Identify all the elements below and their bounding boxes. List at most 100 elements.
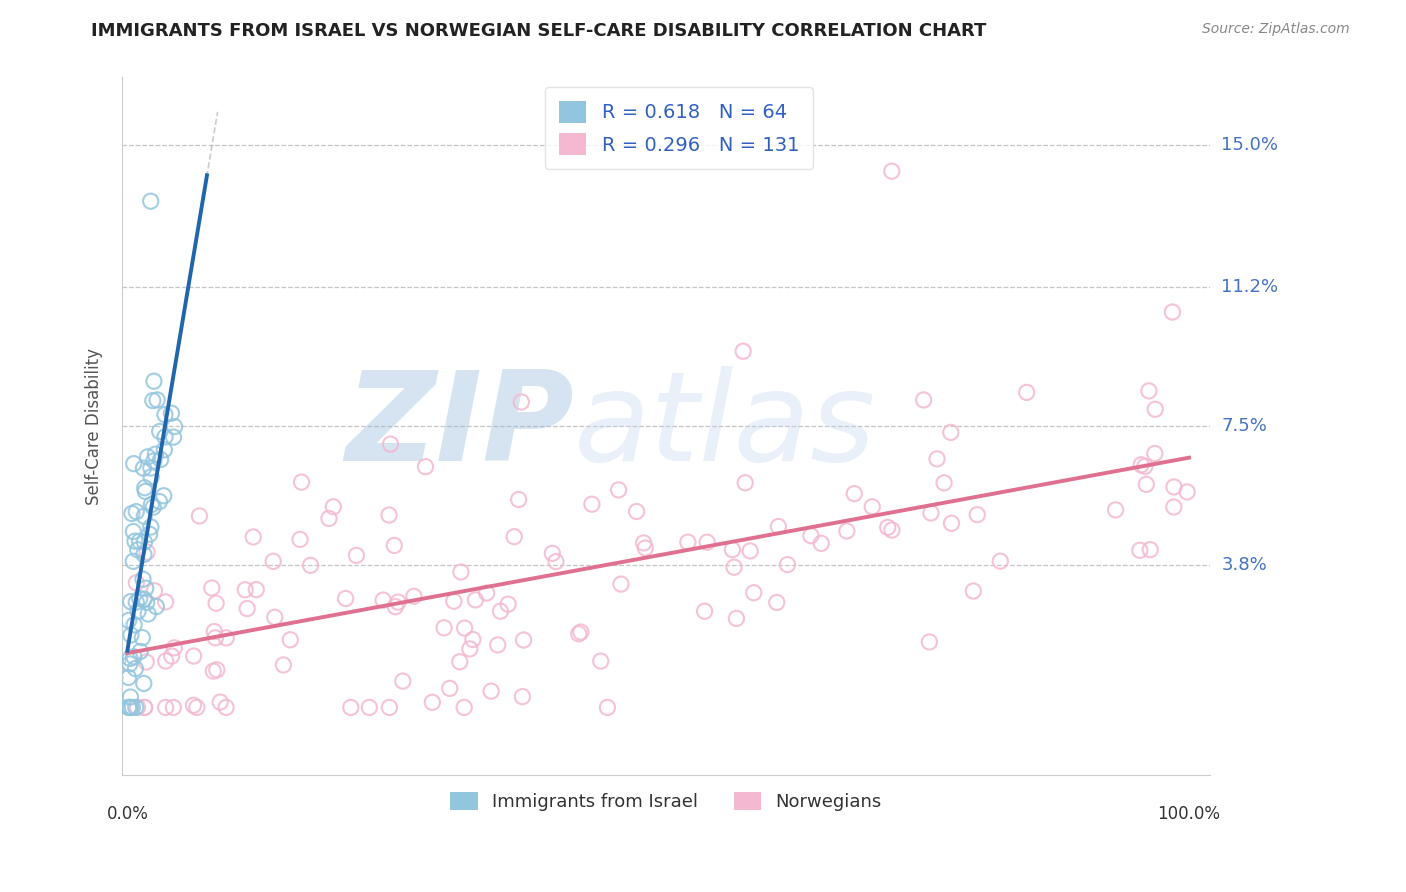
Point xyxy=(273,657,295,672)
Point xyxy=(464,593,486,607)
Point xyxy=(288,533,311,547)
Point xyxy=(155,595,177,609)
Point xyxy=(461,632,484,647)
Point xyxy=(139,520,162,534)
Point xyxy=(135,655,157,669)
Point xyxy=(146,392,169,407)
Point xyxy=(127,604,149,618)
Point xyxy=(186,700,208,714)
Point xyxy=(962,584,984,599)
Point xyxy=(359,700,381,714)
Point xyxy=(387,595,409,609)
Point xyxy=(725,611,748,625)
Text: 100.0%: 100.0% xyxy=(1157,805,1220,823)
Point xyxy=(236,601,259,615)
Point xyxy=(380,437,402,451)
Point xyxy=(201,581,224,595)
Point xyxy=(202,624,225,639)
Point xyxy=(124,662,146,676)
Point xyxy=(596,700,619,714)
Point xyxy=(143,583,166,598)
Y-axis label: Self-Care Disability: Self-Care Disability xyxy=(86,348,103,505)
Point xyxy=(633,536,655,550)
Point xyxy=(136,450,159,464)
Point xyxy=(204,631,226,645)
Point xyxy=(371,593,394,607)
Point xyxy=(117,670,139,684)
Point xyxy=(382,538,405,552)
Point xyxy=(278,632,301,647)
Point xyxy=(512,690,534,704)
Point xyxy=(209,695,232,709)
Point xyxy=(139,470,162,484)
Point xyxy=(340,700,363,714)
Point xyxy=(121,507,143,521)
Point xyxy=(245,582,267,597)
Point xyxy=(263,610,285,624)
Point xyxy=(479,684,502,698)
Point xyxy=(344,549,367,563)
Point xyxy=(118,700,141,714)
Point xyxy=(541,546,564,560)
Point xyxy=(299,558,322,573)
Point xyxy=(941,516,963,531)
Point xyxy=(581,497,603,511)
Point xyxy=(835,524,858,538)
Point xyxy=(125,595,148,609)
Point xyxy=(139,194,162,209)
Point xyxy=(378,700,401,714)
Point xyxy=(120,594,142,608)
Point xyxy=(589,654,612,668)
Point xyxy=(153,430,176,444)
Point xyxy=(122,524,145,539)
Point xyxy=(155,654,177,668)
Point xyxy=(925,451,948,466)
Point xyxy=(205,596,228,610)
Point xyxy=(142,374,165,388)
Point xyxy=(384,599,406,614)
Point xyxy=(453,700,475,714)
Point xyxy=(723,560,745,574)
Point xyxy=(163,419,186,434)
Point xyxy=(443,594,465,608)
Point xyxy=(183,698,205,713)
Point xyxy=(458,641,481,656)
Point xyxy=(489,604,512,618)
Point xyxy=(149,452,172,467)
Point xyxy=(118,651,141,665)
Text: IMMIGRANTS FROM ISRAEL VS NORWEGIAN SELF-CARE DISABILITY CORRELATION CHART: IMMIGRANTS FROM ISRAEL VS NORWEGIAN SELF… xyxy=(91,22,987,40)
Point xyxy=(402,589,425,603)
Point xyxy=(880,164,903,178)
Text: 15.0%: 15.0% xyxy=(1222,136,1278,154)
Point xyxy=(544,555,567,569)
Point xyxy=(1135,477,1157,491)
Point xyxy=(918,635,941,649)
Point xyxy=(449,655,471,669)
Point xyxy=(512,632,534,647)
Text: 3.8%: 3.8% xyxy=(1222,556,1267,574)
Point xyxy=(988,554,1011,568)
Point xyxy=(188,508,211,523)
Point xyxy=(1161,305,1184,319)
Point xyxy=(742,585,765,599)
Point xyxy=(721,542,744,557)
Point xyxy=(318,511,340,525)
Point xyxy=(142,500,165,515)
Point xyxy=(1144,402,1167,417)
Point xyxy=(880,523,903,537)
Point xyxy=(160,648,183,663)
Point xyxy=(125,575,148,590)
Point xyxy=(134,484,156,499)
Point xyxy=(453,621,475,635)
Point xyxy=(486,638,509,652)
Text: Source: ZipAtlas.com: Source: ZipAtlas.com xyxy=(1202,22,1350,37)
Point xyxy=(136,545,159,559)
Point xyxy=(607,483,630,497)
Point xyxy=(391,674,413,689)
Point xyxy=(415,459,437,474)
Point xyxy=(132,676,155,690)
Point xyxy=(215,700,238,714)
Point xyxy=(163,640,186,655)
Text: 7.5%: 7.5% xyxy=(1222,417,1267,435)
Point xyxy=(810,536,832,550)
